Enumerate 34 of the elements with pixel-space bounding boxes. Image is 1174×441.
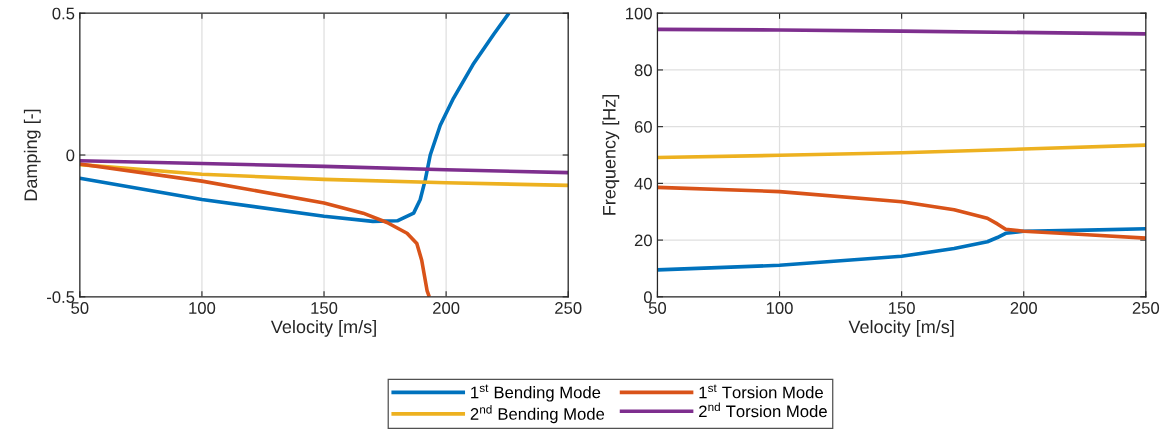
line-series bbox=[79, 158, 569, 175]
line-series bbox=[657, 143, 1146, 160]
legend-label: 1$^{st}$ Bending Mode bbox=[471, 384, 601, 402]
x-tick-label: 100 bbox=[766, 302, 793, 314]
x-axis-title: Velocity [m/s] bbox=[270, 319, 376, 337]
y-tick-label: 0 bbox=[66, 149, 75, 162]
x-tick-label: 100 bbox=[189, 302, 216, 314]
y-tick-label: 20 bbox=[634, 234, 652, 247]
x-tick-label: 200 bbox=[433, 302, 460, 314]
x-tick-label: 250 bbox=[555, 302, 582, 314]
line-series bbox=[657, 226, 1146, 272]
y-axis-title: Frequency [Hz] bbox=[602, 95, 620, 215]
y-tick-label: 0.5 bbox=[52, 7, 75, 20]
y-tick-label: 40 bbox=[634, 177, 652, 190]
x-tick-label: 250 bbox=[1132, 302, 1160, 314]
x-tick-label: 200 bbox=[1010, 302, 1037, 314]
y-tick-label: -0.5 bbox=[46, 291, 75, 303]
line-series bbox=[79, 13, 511, 224]
x-tick-label: 50 bbox=[648, 302, 667, 314]
legend-label: 2$^{nd}$ Bending Mode bbox=[470, 405, 605, 424]
x-axis-title: Velocity [m/s] bbox=[848, 319, 954, 337]
legend-label: 1$^{st}$ Torsion Mode bbox=[699, 384, 823, 399]
line-series bbox=[657, 185, 1146, 240]
y-tick-label: 80 bbox=[634, 64, 652, 77]
line-series bbox=[79, 162, 432, 297]
y-tick-label: 60 bbox=[634, 121, 652, 133]
y-tick-label: 0 bbox=[643, 291, 652, 303]
x-tick-label: 50 bbox=[71, 302, 89, 314]
y-axis-title: Damping [-] bbox=[23, 109, 41, 201]
x-tick-label: 150 bbox=[311, 302, 338, 314]
line-series bbox=[79, 162, 569, 188]
legend-label: 2$^{nd}$ Torsion Mode bbox=[699, 402, 827, 418]
x-tick-label: 150 bbox=[889, 302, 915, 314]
y-tick-label: 100 bbox=[626, 7, 652, 20]
